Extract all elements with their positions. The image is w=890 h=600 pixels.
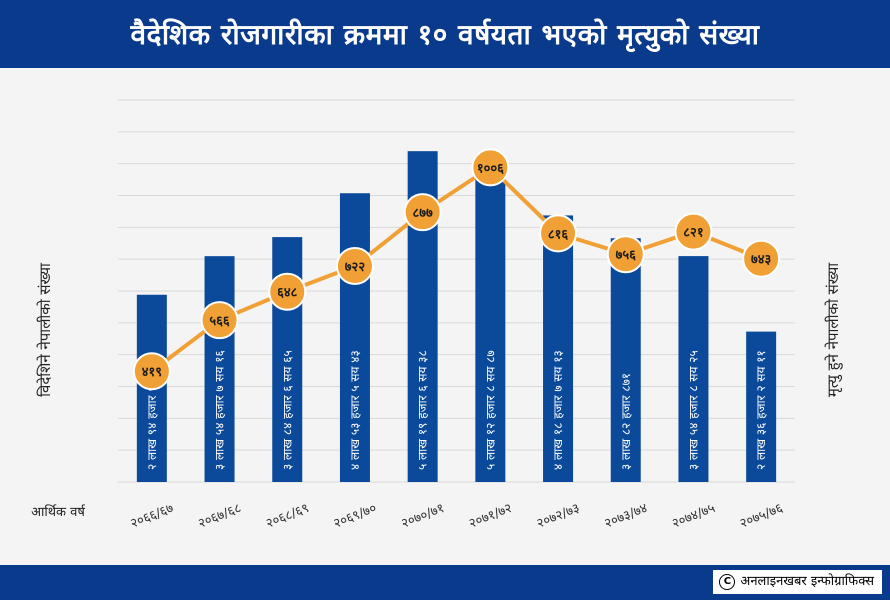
line-value-label: ८१६ <box>548 227 569 242</box>
header-bar: वैदेशिक रोजगारीका क्रममा १० वर्षयता भएको… <box>0 0 890 68</box>
x-tick-label: २०७४/७५ <box>670 501 718 532</box>
bar <box>610 238 641 482</box>
x-tick-label: २०६६/६७ <box>129 501 177 532</box>
line-value-label: ७२२ <box>345 260 366 275</box>
bar <box>543 215 574 483</box>
y-axis-title-right: मृत्यु हुने नेपालीको संख्या <box>824 262 843 397</box>
bar-value-label: २ लाख ३६ हजार २ सय ११ <box>754 350 768 470</box>
bar <box>475 155 506 482</box>
bar-value-label: ५ लाख १९ हजार ६ सय ३८ <box>416 350 430 470</box>
x-tick-label: २०७३/७४ <box>602 501 650 532</box>
line-value-label: ४१९ <box>142 365 162 380</box>
line-marker <box>132 352 171 391</box>
line-marker <box>335 246 374 285</box>
credit-badge: C अनलाइनखबर इन्फोग्राफिक्स <box>713 570 882 594</box>
bar-value-label: २ लाख ९४ हजार ९७ <box>145 379 159 470</box>
line-value-label: ८२१ <box>683 226 703 241</box>
bar-value-label: ३ लाख ८२ हजार ८७१ <box>619 373 633 470</box>
bar <box>339 193 370 482</box>
copyright-icon: C <box>719 573 736 590</box>
x-tick-label: २०७०/७१ <box>399 501 446 532</box>
bar <box>204 256 235 482</box>
page-title: वैदेशिक रोजगारीका क्रममा १० वर्षयता भएको… <box>130 18 760 51</box>
bar-value-label: ३ लाख ५४ हजार ८ सय २५ <box>686 350 700 470</box>
x-tick-label: २०७५/७६ <box>738 501 786 532</box>
x-tick-label: २०६८/६९ <box>264 501 311 532</box>
line-value-label: ८७७ <box>413 206 434 221</box>
bar-value-label: ४ लाख ५३ हजार ५ सय ४३ <box>348 350 362 470</box>
line-marker <box>539 214 578 253</box>
line-value-label: ५६६ <box>209 314 230 329</box>
bar-value-label: ३ लाख ८४ हजार ६ सय ६५ <box>280 350 294 470</box>
bar-value-label: ५ लाख १२ हजार ८ सय ८७ <box>483 350 497 470</box>
y-axis-title-left: विदेशिने नेपालीको संख्या <box>36 262 54 397</box>
line-value-label: ७४३ <box>751 253 772 268</box>
x-tick-label: २०६९/७० <box>332 501 379 532</box>
line-marker <box>403 193 442 232</box>
line-marker <box>674 212 713 251</box>
line-value-label: ७५६ <box>616 248 637 263</box>
x-axis-title: आर्थिक वर्ष <box>31 504 86 520</box>
x-tick-label: २०६७/६८ <box>196 501 244 532</box>
x-tick-label: २०७२/७३ <box>535 501 582 532</box>
bar <box>678 256 709 482</box>
line-marker <box>606 235 645 274</box>
line-marker <box>742 239 781 278</box>
line-marker <box>471 148 510 187</box>
line-marker <box>268 272 307 311</box>
bar-value-label: ४ लाख १८ हजार ७ सय १३ <box>551 350 565 470</box>
line-series <box>150 165 762 373</box>
x-tick-label: २०७१/७२ <box>467 501 514 532</box>
credit-text: अनलाइनखबर इन्फोग्राफिक्स <box>740 574 874 589</box>
bar-value-label: ३ लाख ५४ हजार ७ सय १६ <box>213 350 227 470</box>
line-marker <box>200 301 239 340</box>
line-value-label: १००६ <box>477 161 504 176</box>
line-value-label: ६४८ <box>277 286 298 301</box>
bar <box>746 331 777 482</box>
